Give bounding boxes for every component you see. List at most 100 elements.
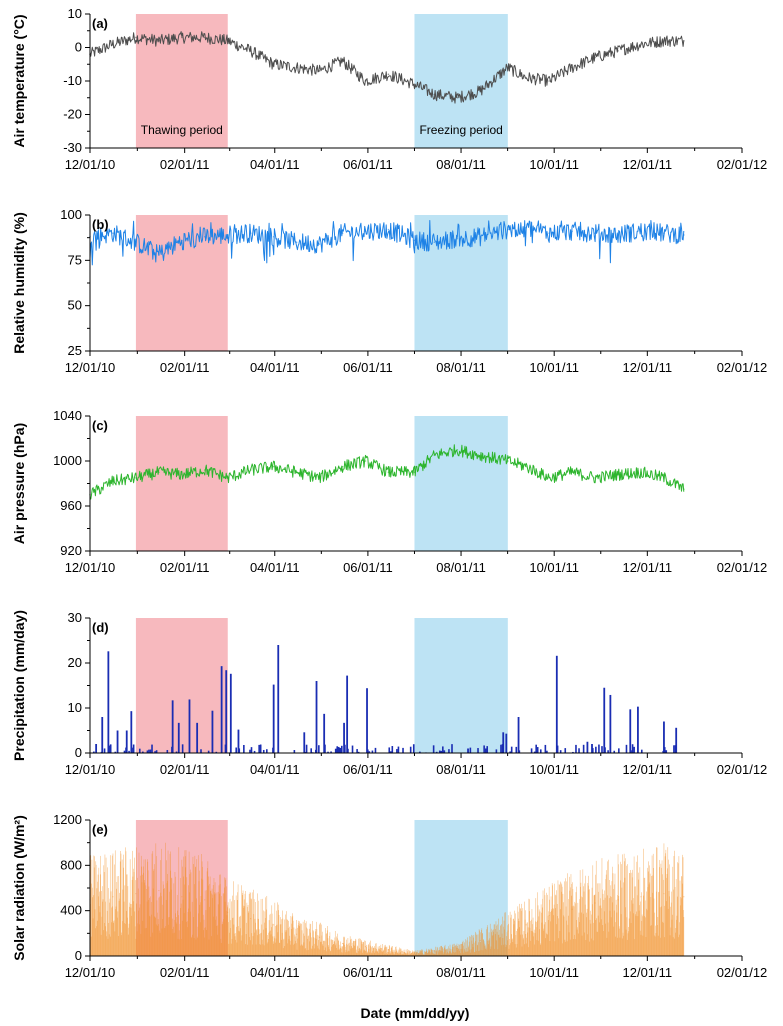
data-point bbox=[296, 933, 298, 935]
precip-bar-minor bbox=[618, 748, 620, 753]
x-axis-title: Date (mm/dd/yy) bbox=[361, 1005, 470, 1021]
x-tick-label: 06/01/11 bbox=[343, 560, 393, 575]
precip-bar-minor bbox=[564, 748, 567, 753]
y-tick-label: 1000 bbox=[53, 453, 82, 468]
precip-bar-minor bbox=[539, 749, 542, 753]
precip-bar-minor bbox=[266, 749, 268, 753]
precip-bar-minor bbox=[451, 744, 453, 753]
data-point bbox=[341, 232, 344, 234]
data-point bbox=[318, 70, 321, 72]
precip-bar-minor bbox=[181, 744, 184, 753]
precip-bar-minor bbox=[515, 746, 518, 753]
data-point bbox=[295, 66, 298, 69]
precip-bar-minor bbox=[200, 749, 202, 753]
y-tick-label: 10 bbox=[68, 6, 82, 21]
precip-bar bbox=[366, 688, 368, 753]
precip-bar bbox=[107, 651, 110, 753]
y-tick-label: 400 bbox=[60, 903, 82, 918]
precip-bar-minor bbox=[601, 746, 603, 753]
data-point bbox=[433, 93, 436, 96]
precip-bar-minor bbox=[337, 746, 340, 753]
data-point bbox=[594, 902, 596, 904]
data-point bbox=[594, 477, 596, 479]
x-tick-label: 10/01/11 bbox=[529, 560, 579, 575]
precip-bar-minor bbox=[440, 750, 443, 753]
x-tick-label: 08/01/11 bbox=[436, 360, 486, 375]
data-point bbox=[387, 949, 390, 951]
x-tick-label: 04/01/11 bbox=[250, 360, 300, 375]
x-tick-label: 12/01/10 bbox=[65, 965, 116, 980]
data-point bbox=[158, 254, 160, 256]
precip-bar-minor bbox=[633, 746, 635, 753]
x-tick-label: 06/01/11 bbox=[343, 965, 393, 980]
data-point bbox=[364, 460, 367, 462]
series-line bbox=[89, 31, 685, 104]
data-point bbox=[617, 899, 619, 901]
y-tick-label: -30 bbox=[63, 140, 82, 155]
x-tick-label: 12/01/11 bbox=[623, 762, 673, 777]
y-axis-title: Air temperature (°C) bbox=[11, 14, 27, 147]
precip-bar-minor bbox=[318, 745, 320, 753]
precip-bar-minor bbox=[123, 750, 126, 753]
data-point bbox=[250, 918, 252, 920]
data-point bbox=[226, 477, 229, 479]
precip-bar-minor bbox=[409, 746, 412, 753]
x-tick-label: 12/01/10 bbox=[65, 762, 116, 777]
data-point bbox=[181, 239, 183, 242]
precip-bar bbox=[237, 729, 240, 753]
data-point bbox=[112, 232, 114, 234]
data-point bbox=[135, 241, 137, 243]
data-point bbox=[479, 939, 481, 942]
precip-bar-minor bbox=[533, 751, 536, 753]
x-tick-label: 02/01/12 bbox=[717, 157, 768, 172]
data-point bbox=[433, 454, 436, 457]
data-point bbox=[158, 40, 160, 42]
data-point bbox=[158, 889, 160, 892]
panel-d: 30 20 10 0 12/01/10 02/01/11 04/01/11 06/01/11 0… bbox=[11, 610, 767, 777]
data-point bbox=[525, 76, 527, 79]
y-tick-label: 50 bbox=[68, 298, 82, 313]
data-point bbox=[640, 471, 642, 474]
precip-bar bbox=[591, 744, 593, 753]
precip-bar bbox=[637, 706, 639, 753]
precip-bar-minor bbox=[578, 748, 580, 753]
precip-bar bbox=[125, 730, 128, 753]
precip-bar bbox=[303, 732, 306, 753]
data-point bbox=[640, 43, 642, 45]
precip-bar bbox=[272, 684, 275, 753]
precip-bar bbox=[277, 645, 280, 753]
precip-bar-minor bbox=[259, 744, 262, 753]
precip-bar-minor bbox=[582, 744, 585, 753]
precip-bar-minor bbox=[258, 744, 260, 753]
data-point bbox=[181, 36, 183, 39]
data-point bbox=[571, 230, 573, 233]
precip-bar bbox=[555, 655, 558, 753]
precip-bar bbox=[517, 717, 520, 753]
precip-bar-minor bbox=[613, 750, 616, 753]
data-point bbox=[456, 448, 459, 451]
data-point bbox=[364, 946, 367, 948]
precip-bar-minor bbox=[310, 748, 312, 753]
y-tick-label: 0 bbox=[75, 745, 82, 760]
precip-bar-minor bbox=[665, 750, 668, 753]
data-point bbox=[571, 66, 573, 69]
precip-bar-minor bbox=[356, 749, 358, 753]
data-point bbox=[295, 471, 298, 474]
x-tick-label: 12/01/10 bbox=[65, 157, 116, 172]
data-point bbox=[413, 83, 416, 86]
y-tick-label: 0 bbox=[75, 40, 82, 55]
precip-bar-minor bbox=[484, 748, 487, 753]
precip-bar-minor bbox=[509, 751, 511, 753]
data-point bbox=[640, 896, 642, 898]
x-tick-label: 08/01/11 bbox=[436, 965, 486, 980]
y-tick-label: 10 bbox=[68, 700, 82, 715]
precip-bar-minor bbox=[103, 748, 106, 753]
precip-bar-minor bbox=[495, 749, 498, 753]
precip-bar-minor bbox=[327, 751, 329, 753]
x-tick-label: 12/01/11 bbox=[623, 560, 673, 575]
data-point bbox=[273, 924, 275, 926]
precip-bar bbox=[177, 722, 180, 753]
data-point bbox=[433, 241, 436, 243]
precip-bar-minor bbox=[442, 746, 444, 753]
panel-a: 10 0 -10 -20 -30 12/01/10 02/01/11 04/01/11 06/0… bbox=[11, 6, 767, 172]
